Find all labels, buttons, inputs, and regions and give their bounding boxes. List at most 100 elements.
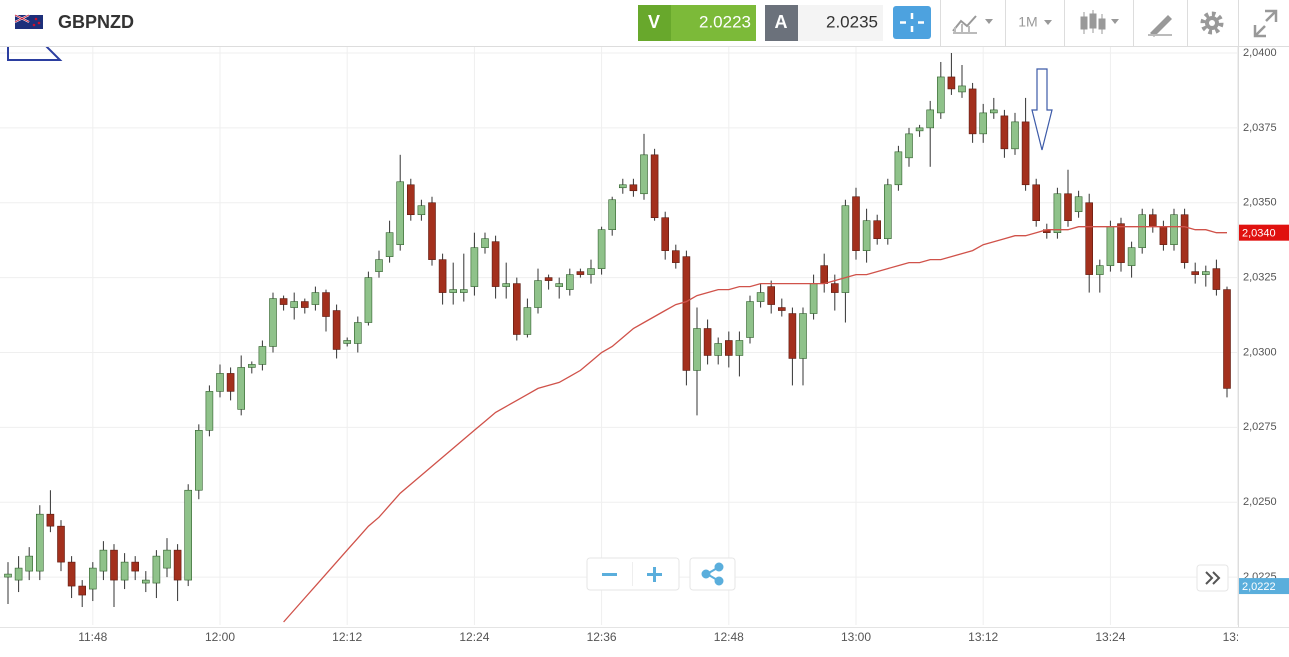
arrow-drawing <box>1031 68 1053 151</box>
candle-body <box>237 367 245 410</box>
candle-body <box>173 549 182 581</box>
candle-body <box>35 513 44 572</box>
candle-body <box>1202 271 1210 275</box>
candle-body <box>693 328 701 371</box>
candle-body <box>1127 247 1136 266</box>
candle-body <box>120 561 129 581</box>
candle-body <box>597 229 606 269</box>
x-tick-label: 13:00 <box>841 630 871 644</box>
candle-body <box>406 184 415 216</box>
candle-body <box>1011 121 1019 150</box>
moving-average-line <box>283 226 1227 623</box>
candle-body <box>746 301 754 338</box>
buy-button[interactable] <box>765 5 798 41</box>
price-axis-panel <box>1238 46 1289 657</box>
y-tick-label: 2,0350 <box>1243 197 1277 209</box>
buy-price-box[interactable] <box>798 5 883 41</box>
candle-body <box>322 292 330 317</box>
candle-body <box>841 205 850 293</box>
candle-body <box>491 241 500 287</box>
share-box[interactable] <box>689 557 736 591</box>
sell-price-box[interactable] <box>671 5 756 41</box>
candle-body <box>226 373 235 392</box>
candle-body <box>311 292 320 305</box>
y-axis: 2,02252,02502,02752,03002,03252,03502,03… <box>1239 47 1289 595</box>
candle-body <box>809 283 818 314</box>
candle-body <box>777 307 786 311</box>
candle-body <box>142 579 150 584</box>
sell-button[interactable] <box>638 5 671 41</box>
candle-body <box>269 298 277 347</box>
share-icon <box>701 562 724 586</box>
candle-body <box>576 271 585 275</box>
candle-body <box>618 184 627 189</box>
scroll-right-icon <box>1205 571 1221 585</box>
candle-body <box>14 567 23 581</box>
separators <box>940 0 1239 46</box>
y-tick-label: 2,0300 <box>1243 346 1277 358</box>
candle-body <box>205 391 214 431</box>
plot-area <box>4 52 1231 623</box>
candle-body <box>830 283 839 293</box>
candle-body <box>905 133 913 159</box>
candle-body <box>417 205 426 216</box>
candle-body <box>46 513 55 527</box>
candle-body <box>735 340 744 356</box>
candle-body <box>89 567 97 590</box>
draw-tool-button[interactable] <box>1148 15 1172 37</box>
candle-body <box>1180 214 1189 263</box>
candle-body <box>958 85 966 93</box>
x-tick-label: 12:00 <box>205 630 235 644</box>
candle-body <box>57 525 65 563</box>
price-tag <box>1239 224 1289 241</box>
sell-price: 2.0223 <box>699 12 751 31</box>
candle-body <box>724 340 733 356</box>
zoom-in-button[interactable] <box>647 567 662 582</box>
candle-body <box>947 76 956 90</box>
candle-body <box>820 265 829 284</box>
candle-body <box>290 301 299 308</box>
candle-body <box>332 310 341 350</box>
candle-body <box>375 259 383 272</box>
candle-body <box>661 217 670 251</box>
candle-body <box>449 289 458 293</box>
candle-body <box>1106 226 1115 266</box>
candle-body <box>788 313 797 359</box>
candle-body <box>989 109 998 114</box>
candle-body <box>915 127 924 132</box>
flag-icon <box>14 14 43 29</box>
candle-body <box>534 280 542 308</box>
buy-price: 2.0235 <box>826 12 878 31</box>
symbol: GBPNZD <box>58 12 134 32</box>
candle-body <box>1021 121 1030 186</box>
candle-body <box>1138 214 1146 248</box>
candle-body <box>682 256 691 371</box>
candle-style-button[interactable] <box>1080 10 1119 34</box>
candle-body <box>852 196 860 251</box>
candle-body <box>428 202 436 260</box>
x-tick-label: 12:12 <box>332 630 362 644</box>
candle-body <box>343 340 352 344</box>
candle-body <box>714 343 723 356</box>
candle-body <box>1000 115 1009 150</box>
axis-panel <box>1238 46 1289 657</box>
candle-body <box>279 298 288 305</box>
crosshair-button[interactable] <box>893 6 931 39</box>
candle-body <box>131 561 139 572</box>
candle-body <box>216 373 224 392</box>
candle-body <box>1117 223 1125 263</box>
candle-body <box>258 346 267 365</box>
fullscreen-button[interactable] <box>1253 9 1278 38</box>
candle-body <box>968 88 977 135</box>
candle-body <box>873 220 882 239</box>
candle-body <box>248 364 256 368</box>
settings-button[interactable] <box>1200 11 1224 35</box>
candle-body <box>152 555 161 584</box>
x-tick-label: 12:36 <box>587 630 617 644</box>
candle-body <box>936 76 945 114</box>
chart-type-button[interactable] <box>952 15 993 34</box>
candle-body <box>523 307 532 335</box>
timeframe-button[interactable]: 1M <box>1018 14 1037 30</box>
candle-body <box>195 430 203 491</box>
